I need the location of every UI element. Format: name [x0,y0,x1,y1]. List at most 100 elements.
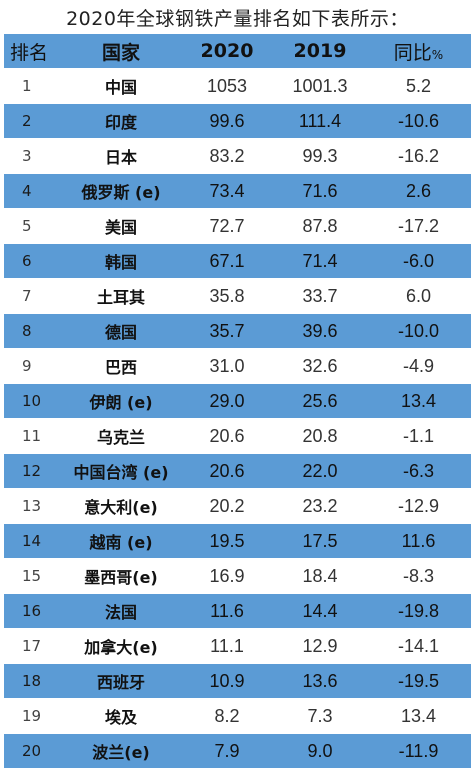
country-cell: 伊朗 (e) [62,383,180,419]
country-header: 国家 [62,34,180,69]
steel-production-table: 排名 国家 2020 2019 同比% 1 中国 1053 1001.3 5.2 2 印度 9… [4,34,471,769]
yoy-cell: 6.0 [366,278,471,314]
rank-cell: 11 [4,418,62,454]
yoy-cell: -10.0 [366,313,471,349]
yoy-header: 同比% [366,34,471,69]
value-2019-cell: 13.6 [274,663,366,699]
country-cell: 越南 (e) [62,523,180,559]
country-cell: 韩国 [62,243,180,279]
rank-cell: 18 [4,663,62,699]
table-row: 18 西班牙 10.9 13.6 -19.5 [4,663,471,699]
value-2020-cell: 10.9 [180,663,274,699]
yoy-header-label: 同比 [393,41,432,64]
country-cell: 墨西哥(e) [62,558,180,594]
yoy-cell: -12.9 [366,488,471,524]
country-cell: 俄罗斯 (e) [62,173,180,209]
value-2020-cell: 67.1 [180,243,274,279]
yoy-cell: -16.2 [366,138,471,174]
table-row: 2 印度 99.6 111.4 -10.6 [4,103,471,139]
value-2020-cell: 20.2 [180,488,274,524]
country-cell: 意大利(e) [62,488,180,524]
year-2020-header: 2020 [180,34,274,69]
rank-cell: 12 [4,453,62,489]
page-title: 2020年全球钢铁产量排名如下表所示： [66,8,409,30]
year-2019-header: 2019 [274,34,366,69]
table-row: 1 中国 1053 1001.3 5.2 [4,68,471,104]
country-cell: 巴西 [62,348,180,384]
yoy-cell: -6.0 [366,243,471,279]
rank-header: 排名 [4,34,62,69]
value-2019-cell: 7.3 [274,698,366,734]
rank-cell: 17 [4,628,62,664]
value-2020-cell: 16.9 [180,558,274,594]
value-2019-cell: 33.7 [274,278,366,314]
value-2020-cell: 11.1 [180,628,274,664]
yoy-cell: 13.4 [366,383,471,419]
rank-cell: 2 [4,103,62,139]
country-cell: 加拿大(e) [62,628,180,664]
rank-cell: 6 [4,243,62,279]
value-2020-cell: 1053 [180,68,274,104]
table-row: 5 美国 72.7 87.8 -17.2 [4,208,471,244]
table-header-row: 排名 国家 2020 2019 同比% [4,34,471,69]
table-row: 12 中国台湾 (e) 20.6 22.0 -6.3 [4,453,471,489]
yoy-cell: -19.5 [366,663,471,699]
rank-cell: 4 [4,173,62,209]
table-row: 7 土耳其 35.8 33.7 6.0 [4,278,471,314]
table-row: 3 日本 83.2 99.3 -16.2 [4,138,471,174]
rank-cell: 19 [4,698,62,734]
value-2020-cell: 11.6 [180,593,274,629]
value-2020-cell: 20.6 [180,418,274,454]
yoy-cell: -8.3 [366,558,471,594]
table-row: 16 法国 11.6 14.4 -19.8 [4,593,471,629]
rank-cell: 20 [4,733,62,769]
yoy-cell: -11.9 [366,733,471,769]
rank-cell: 3 [4,138,62,174]
yoy-header-unit: % [431,47,444,62]
value-2020-cell: 83.2 [180,138,274,174]
yoy-cell: 5.2 [366,68,471,104]
country-cell: 法国 [62,593,180,629]
value-2019-cell: 23.2 [274,488,366,524]
table-row: 17 加拿大(e) 11.1 12.9 -14.1 [4,628,471,664]
table-row: 9 巴西 31.0 32.6 -4.9 [4,348,471,384]
country-cell: 日本 [62,138,180,174]
yoy-cell: -1.1 [366,418,471,454]
value-2020-cell: 73.4 [180,173,274,209]
yoy-cell: -14.1 [366,628,471,664]
country-cell: 中国 [62,68,180,104]
table-row: 20 波兰(e) 7.9 9.0 -11.9 [4,733,471,769]
value-2019-cell: 25.6 [274,383,366,419]
country-cell: 美国 [62,208,180,244]
rank-cell: 7 [4,278,62,314]
value-2019-cell: 22.0 [274,453,366,489]
table-body: 1 中国 1053 1001.3 5.2 2 印度 99.6 111.4 -10.6 3 日本 83.2… [4,68,471,769]
table-row: 4 俄罗斯 (e) 73.4 71.6 2.6 [4,173,471,209]
table-row: 11 乌克兰 20.6 20.8 -1.1 [4,418,471,454]
value-2019-cell: 111.4 [274,103,366,139]
value-2020-cell: 19.5 [180,523,274,559]
country-cell: 德国 [62,313,180,349]
value-2020-cell: 99.6 [180,103,274,139]
value-2020-cell: 20.6 [180,453,274,489]
table-row: 19 埃及 8.2 7.3 13.4 [4,698,471,734]
value-2019-cell: 20.8 [274,418,366,454]
value-2019-cell: 1001.3 [274,68,366,104]
value-2019-cell: 18.4 [274,558,366,594]
rank-cell: 10 [4,383,62,419]
value-2019-cell: 14.4 [274,593,366,629]
yoy-cell: -17.2 [366,208,471,244]
table-row: 6 韩国 67.1 71.4 -6.0 [4,243,471,279]
rank-cell: 8 [4,313,62,349]
table-row: 15 墨西哥(e) 16.9 18.4 -8.3 [4,558,471,594]
country-cell: 埃及 [62,698,180,734]
yoy-cell: 11.6 [366,523,471,559]
rank-cell: 13 [4,488,62,524]
country-cell: 西班牙 [62,663,180,699]
value-2020-cell: 35.7 [180,313,274,349]
rank-cell: 1 [4,68,62,104]
yoy-cell: 2.6 [366,173,471,209]
rank-cell: 9 [4,348,62,384]
value-2019-cell: 17.5 [274,523,366,559]
table-row: 14 越南 (e) 19.5 17.5 11.6 [4,523,471,559]
